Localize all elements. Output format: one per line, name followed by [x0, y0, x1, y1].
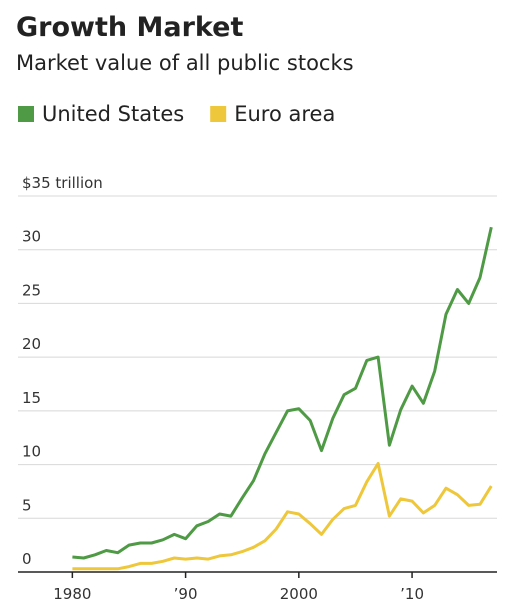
legend-label: Euro area — [234, 102, 335, 126]
y-tick-label: 25 — [22, 281, 41, 299]
legend-swatch — [18, 106, 34, 122]
legend-swatch — [210, 106, 227, 122]
x-tick-label: ’90 — [174, 585, 198, 603]
y-tick-label: 30 — [22, 228, 41, 246]
chart-title: Growth Market — [16, 12, 243, 43]
legend-label: United States — [42, 102, 184, 126]
y-tick-label: $35 trillion — [22, 174, 103, 192]
x-tick-label: ’10 — [400, 585, 424, 603]
series-line — [72, 226, 493, 560]
y-tick-label: 10 — [22, 443, 41, 461]
y-tick-label: 20 — [22, 335, 41, 353]
y-tick-label: 15 — [22, 389, 41, 407]
x-tick-label: 1980 — [53, 585, 91, 603]
chart-subtitle: Market value of all public stocks — [16, 51, 354, 75]
x-tick-label: 2000 — [280, 585, 318, 603]
y-tick-label: 5 — [22, 496, 32, 514]
y-tick-label: 0 — [22, 550, 32, 568]
series-line — [72, 462, 493, 571]
